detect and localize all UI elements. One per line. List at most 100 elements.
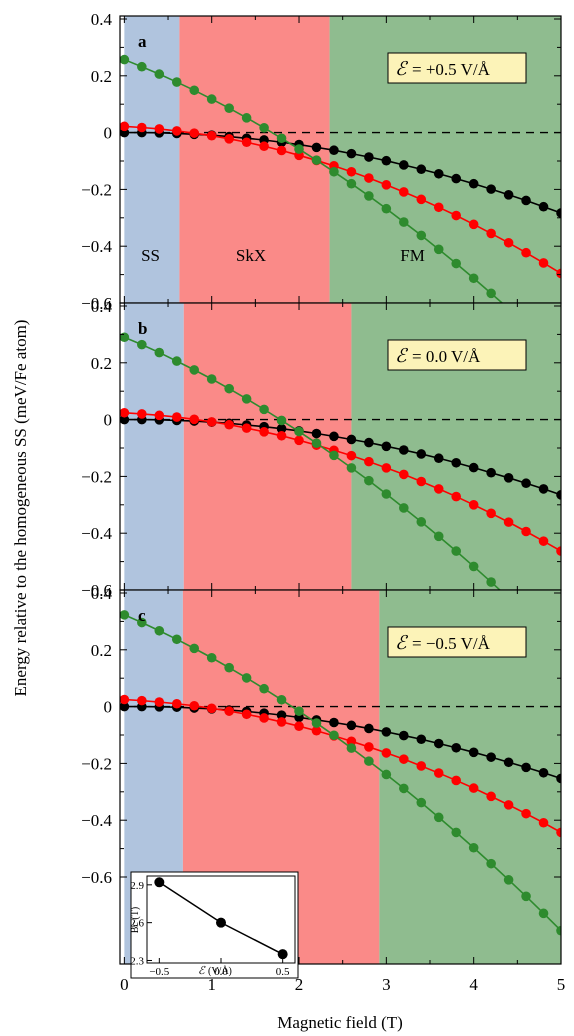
data-point-s1-17 — [416, 476, 427, 487]
x-tick-label-5: 5 — [557, 975, 566, 994]
epsilon-symbol: ℰ — [395, 59, 409, 80]
data-point-s2-21 — [486, 858, 496, 869]
data-point-s1-8 — [259, 713, 269, 723]
y-tick-label-3: −0.2 — [81, 467, 112, 486]
data-point-s0-24 — [538, 201, 549, 212]
data-point-s2-21 — [486, 288, 496, 299]
inset-x-tick-label-0: −0.5 — [149, 966, 169, 978]
y-tick-label-1: 0.2 — [91, 641, 112, 660]
data-point-s0-20 — [468, 178, 479, 189]
y-tick-label-4: −0.4 — [81, 524, 112, 543]
data-point-s1-6 — [224, 706, 234, 716]
data-point-s0-14 — [364, 152, 374, 162]
data-point-s0-12 — [329, 717, 339, 728]
data-point-s2-18 — [433, 531, 444, 542]
series-group — [120, 610, 561, 936]
data-point-s0-12 — [329, 145, 339, 156]
field-label-text: = −0.5 V/Å — [412, 634, 491, 653]
data-point-s0-19 — [451, 742, 462, 753]
data-point-s2-24 — [538, 908, 549, 919]
data-point-s1-22 — [503, 237, 514, 248]
y-tick-label-0: 0.4 — [91, 584, 113, 603]
epsilon-symbol: ℰ — [395, 633, 409, 654]
data-point-s1-7 — [241, 709, 252, 720]
data-point-s0-14 — [364, 723, 374, 734]
y-tick-label-0: 0.4 — [91, 297, 113, 316]
data-point-s2-25 — [556, 925, 561, 936]
data-point-s1-19 — [451, 210, 462, 221]
inset-point-0 — [154, 877, 165, 888]
data-point-s2-18 — [433, 244, 444, 255]
data-point-s0-22 — [503, 757, 514, 768]
data-point-s2-12 — [329, 730, 339, 741]
data-point-s2-6 — [224, 662, 234, 673]
data-point-s2-4 — [189, 643, 200, 654]
data-point-s1-17 — [416, 194, 427, 205]
data-point-s0-18 — [433, 168, 444, 179]
y-tick-label-1: 0.2 — [91, 67, 112, 86]
data-point-s2-16 — [399, 783, 409, 794]
data-point-s0-21 — [486, 752, 496, 762]
x-tick-label-2: 2 — [295, 975, 304, 994]
data-point-s2-20 — [468, 561, 479, 572]
data-point-s1-13 — [346, 166, 357, 177]
data-point-s0-23 — [521, 478, 531, 489]
data-point-s1-24 — [538, 536, 549, 546]
data-point-s1-1 — [137, 409, 147, 419]
data-point-s2-7 — [241, 113, 252, 123]
data-point-s2-5 — [206, 94, 217, 104]
data-point-s2-13 — [346, 463, 357, 473]
data-point-s1-21 — [486, 228, 496, 239]
data-point-s1-17 — [416, 761, 427, 771]
y-tick-label-2: 0 — [104, 698, 113, 717]
data-point-s0-17 — [416, 164, 427, 175]
data-point-s0-16 — [399, 160, 409, 170]
data-point-s2-5 — [206, 652, 217, 663]
panel-letter: b — [138, 319, 147, 338]
data-point-s1-2 — [154, 124, 165, 134]
data-point-s2-19 — [451, 546, 462, 556]
inset-x-tick-label-1: 0.0 — [214, 966, 228, 978]
data-point-s2-1 — [137, 339, 147, 350]
data-point-s2-3 — [171, 634, 182, 645]
data-point-s1-1 — [137, 695, 147, 706]
series-group — [120, 332, 561, 590]
data-point-s2-18 — [433, 812, 444, 823]
data-point-s0-19 — [451, 457, 462, 468]
data-point-s2-11 — [311, 718, 322, 728]
phase-label-2: FM — [400, 246, 425, 265]
data-point-s2-4 — [189, 85, 200, 96]
data-point-s0-12 — [329, 431, 339, 442]
series-group — [120, 54, 561, 303]
data-point-s0-22 — [503, 189, 514, 200]
panel-letter: c — [138, 606, 146, 625]
data-point-s2-12 — [329, 166, 339, 177]
data-point-s1-23 — [521, 247, 531, 258]
inset-chart: 2.9 2.6 2.3 −0.5 0.0 0.5 Bc (T) ℰ (V/Å) — [130, 871, 299, 979]
inset-y-label: Bc (T) — [130, 907, 141, 933]
data-point-s1-2 — [154, 697, 165, 707]
data-point-s2-10 — [294, 426, 304, 437]
data-point-s1-18 — [433, 484, 444, 494]
data-point-s0-24 — [538, 767, 549, 778]
data-point-s1-5 — [206, 703, 217, 714]
data-point-s2-20 — [468, 842, 479, 853]
data-point-s1-16 — [399, 469, 409, 480]
data-point-s0-13 — [346, 720, 357, 731]
phase-label-0: SS — [141, 246, 160, 265]
data-point-s2-0 — [120, 610, 130, 620]
data-point-s0-16 — [399, 445, 409, 455]
data-point-s1-15 — [381, 463, 392, 473]
data-point-s0-18 — [433, 738, 444, 749]
data-point-s1-14 — [364, 742, 374, 752]
data-point-s1-24 — [538, 258, 549, 268]
inset-point-1 — [216, 917, 226, 928]
data-point-s0-14 — [364, 437, 374, 448]
data-point-s0-15 — [381, 441, 392, 452]
y-tick-label-2: 0 — [104, 124, 113, 143]
data-point-s2-19 — [451, 258, 462, 269]
data-point-s1-2 — [154, 410, 165, 421]
data-point-s2-9 — [276, 415, 287, 426]
data-point-s2-16 — [399, 217, 409, 227]
